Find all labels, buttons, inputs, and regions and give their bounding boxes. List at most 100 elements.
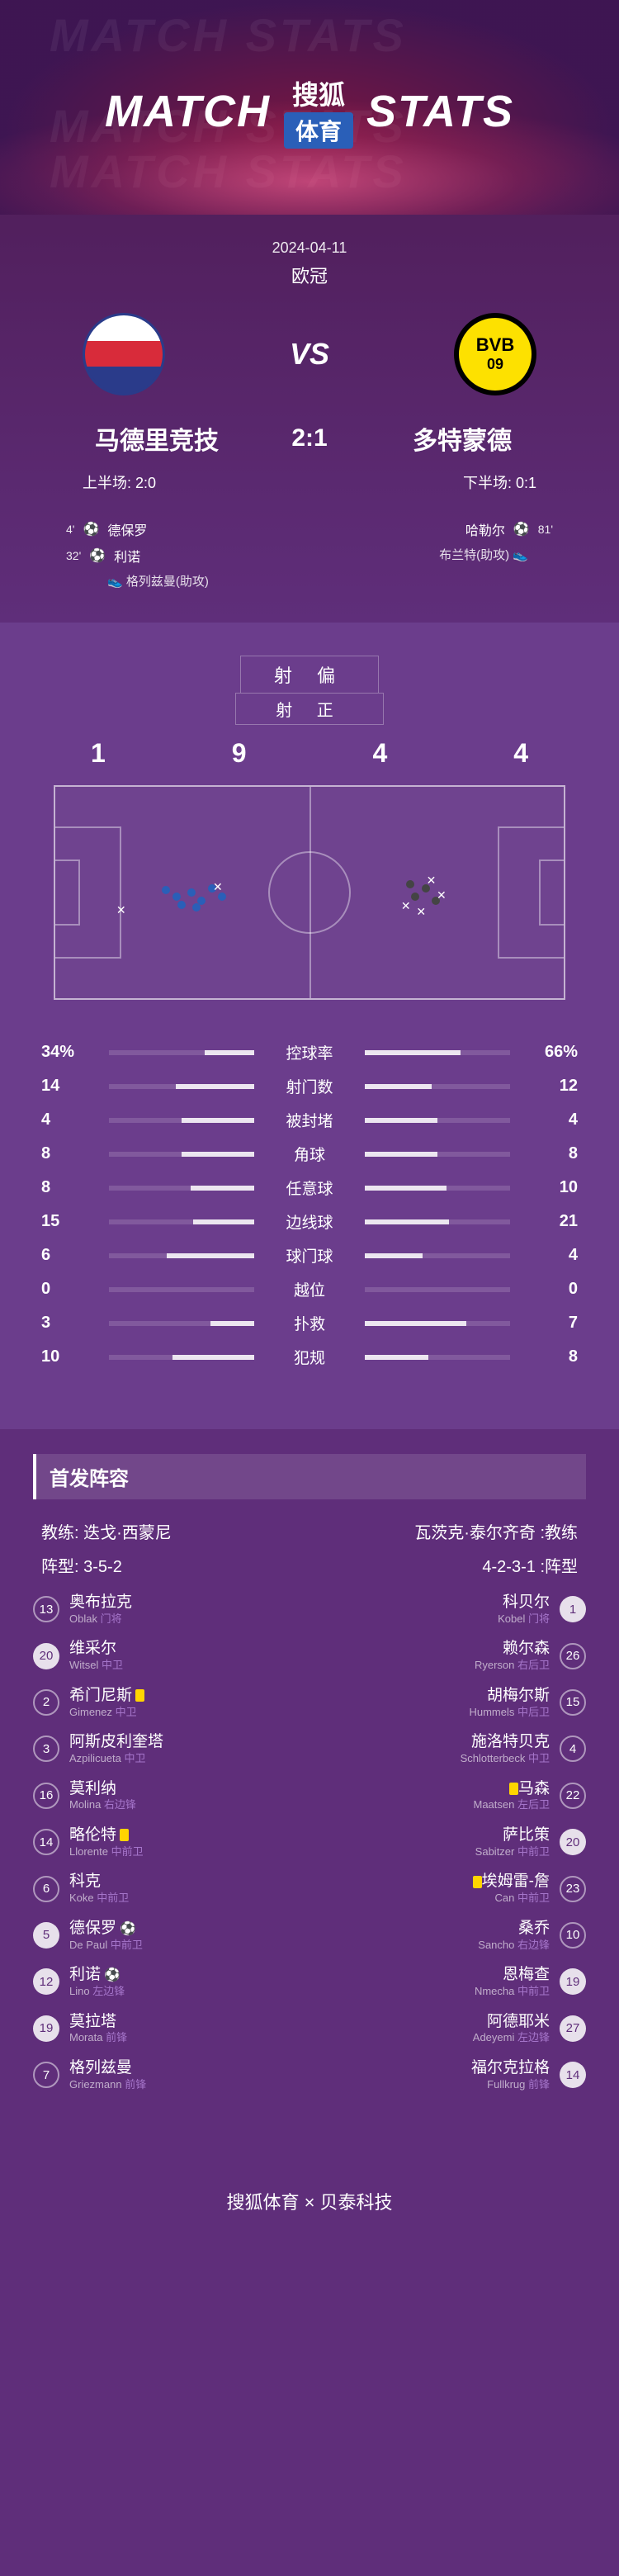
footer-credit: 搜狐体育 × 贝泰科技 <box>0 2155 619 2239</box>
away-formation: 4-2-3-1 :阵型 <box>482 1553 578 1577</box>
goal-icon: ⚽ <box>120 1922 136 1936</box>
shot-marker: ✕ <box>437 888 447 902</box>
lineup-header: 首发阵容 <box>33 1454 586 1499</box>
assist-event: 👟 格列兹曼(助攻) <box>107 572 310 590</box>
stat-away-bar <box>365 1253 510 1258</box>
stat-label: 边线球 <box>264 1210 355 1233</box>
shot-marker <box>162 886 170 894</box>
player-: 6 科克 Koke 中前卫 <box>33 1873 297 1904</box>
player-name: 胡梅尔斯 <box>469 1687 550 1706</box>
player-number: 20 <box>560 1829 586 1855</box>
player-sub: Witsel 中卫 <box>69 1659 123 1672</box>
players-list: 13 奥布拉克 Oblak 门将 1 科贝尔 Kobel 门将 20 维采尔 W… <box>33 1593 586 2091</box>
stat-home-bar <box>109 1152 254 1157</box>
player-number: 2 <box>33 1689 59 1716</box>
player-number: 13 <box>33 1596 59 1622</box>
match-date: 2024-04-11 <box>33 239 586 257</box>
shots-diagram: 射 偏 射 正 1 9 4 4 ✕✕✕✕✕✕ <box>41 656 578 1000</box>
player-: 14 略伦特 Llorente 中前卫 <box>33 1826 297 1858</box>
player-number: 22 <box>560 1783 586 1809</box>
stat-row: 14 射门数 12 <box>41 1075 578 1097</box>
goal-event: 哈勒尔⚽81' <box>310 519 553 539</box>
stat-home-bar <box>109 1118 254 1123</box>
stat-home-value: 0 <box>41 1280 99 1299</box>
player-name: 科克 <box>69 1873 129 1892</box>
away-shots-on: 4 <box>372 738 387 769</box>
stat-label: 扑救 <box>264 1312 355 1334</box>
stat-away-bar <box>365 1050 510 1055</box>
stat-bars: 34% 控球率 66% 14 射门数 12 4 被封堵 4 8 角球 8 8 任… <box>41 1041 578 1368</box>
away-events: 哈勒尔⚽81' 布兰特(助攻) 👟 <box>310 513 553 590</box>
title-row: MATCH 搜狐 体育 STATS <box>0 74 619 149</box>
player-name: 奥布拉克 <box>69 1593 132 1612</box>
second-half-score: 下半场: 0:1 <box>463 471 536 493</box>
player-number: 16 <box>33 1783 59 1809</box>
stat-away-bar <box>365 1287 510 1292</box>
player-: 3 阿斯皮利奎塔 Azpilicueta 中卫 <box>33 1733 297 1764</box>
player-number: 12 <box>33 1968 59 1995</box>
player-sub: Hummels 中后卫 <box>469 1706 550 1719</box>
coach-row: 教练: 迭戈·西蒙尼 瓦茨克·泰尔齐奇 :教练 <box>41 1519 578 1543</box>
player-number: 23 <box>560 1876 586 1902</box>
yellow-card-icon <box>509 1783 518 1795</box>
stat-label: 射门数 <box>264 1075 355 1097</box>
stat-away-bar <box>365 1152 510 1157</box>
player-: 7 格列兹曼 Griezmann 前锋 <box>33 2059 297 2091</box>
goal-icon: ⚽ <box>104 1968 120 1982</box>
player-row: 16 莫利纳 Molina 右边锋 22 马森 Maatsen 左后卫 <box>33 1780 586 1811</box>
shot-marker <box>177 901 186 909</box>
stat-home-bar <box>109 1321 254 1326</box>
stat-home-value: 4 <box>41 1110 99 1129</box>
player-: 16 莫利纳 Molina 右边锋 <box>33 1780 297 1811</box>
stat-away-value: 10 <box>520 1178 578 1197</box>
player-sub: Gimenez 中卫 <box>69 1706 144 1719</box>
stat-home-bar <box>109 1050 254 1055</box>
player-number: 26 <box>560 1643 586 1669</box>
player-name: 科贝尔 <box>498 1593 550 1612</box>
goal-events: 4'⚽德保罗32'⚽利诺👟 格列兹曼(助攻) 哈勒尔⚽81'布兰特(助攻) 👟 <box>66 513 553 590</box>
home-coach: 教练: 迭戈·西蒙尼 <box>41 1519 172 1543</box>
stat-home-value: 8 <box>41 1144 99 1163</box>
shot-marker: ✕ <box>213 880 223 894</box>
away-team-name: 多特蒙德 <box>355 420 569 457</box>
half-scores: 上半场: 2:0 下半场: 0:1 <box>83 471 536 493</box>
player-right: 22 马森 Maatsen 左后卫 <box>322 1780 586 1811</box>
shot-marker <box>192 903 201 912</box>
player-number: 19 <box>33 2015 59 2042</box>
player-name: 维采尔 <box>69 1640 123 1659</box>
player-row: 5 德保罗⚽ De Paul 中前卫 10 桑乔 Sancho 右边锋 <box>33 1920 586 1951</box>
player-right: 20 萨比策 Sabitzer 中前卫 <box>322 1826 586 1858</box>
home-formation: 阵型: 3-5-2 <box>41 1553 122 1577</box>
stat-row: 3 扑救 7 <box>41 1312 578 1334</box>
player-sub: Fullkrug 前锋 <box>471 2078 550 2091</box>
player-sub: Sancho 右边锋 <box>478 1939 550 1952</box>
stat-away-bar <box>365 1355 510 1360</box>
player-sub: Nmecha 中前卫 <box>475 1985 550 1998</box>
player-name: 施洛特贝克 <box>461 1733 550 1752</box>
player-row: 13 奥布拉克 Oblak 门将 1 科贝尔 Kobel 门将 <box>33 1593 586 1625</box>
home-crest <box>83 313 165 395</box>
pitch-diagram: ✕✕✕✕✕✕ <box>54 785 565 1000</box>
shots-on-label: 射 正 <box>235 693 384 725</box>
stat-home-bar <box>109 1219 254 1224</box>
shot-marker <box>411 893 419 901</box>
player-row: 12 利诺⚽ Lino 左边锋 19 恩梅查 Nmecha 中前卫 <box>33 1966 586 1997</box>
formation-row: 阵型: 3-5-2 4-2-3-1 :阵型 <box>41 1553 578 1577</box>
player-name: 马森 <box>474 1780 550 1799</box>
title-match: MATCH <box>105 86 271 137</box>
stat-away-value: 66% <box>520 1043 578 1062</box>
stat-away-bar <box>365 1321 510 1326</box>
player-right: 10 桑乔 Sancho 右边锋 <box>322 1920 586 1951</box>
player-number: 19 <box>560 1968 586 1995</box>
player-number: 10 <box>560 1922 586 1949</box>
assist-event: 布兰特(助攻) 👟 <box>310 546 528 563</box>
stat-row: 6 球门球 4 <box>41 1244 578 1267</box>
stat-row: 34% 控球率 66% <box>41 1041 578 1063</box>
player-name: 格列兹曼 <box>69 2059 146 2078</box>
player-sub: Sabitzer 中前卫 <box>475 1845 550 1859</box>
player-: 19 莫拉塔 Morata 前锋 <box>33 2013 297 2044</box>
stat-away-value: 21 <box>520 1212 578 1231</box>
stat-home-value: 3 <box>41 1314 99 1333</box>
home-shots-on: 9 <box>232 738 247 769</box>
player-: 13 奥布拉克 Oblak 门将 <box>33 1593 297 1625</box>
